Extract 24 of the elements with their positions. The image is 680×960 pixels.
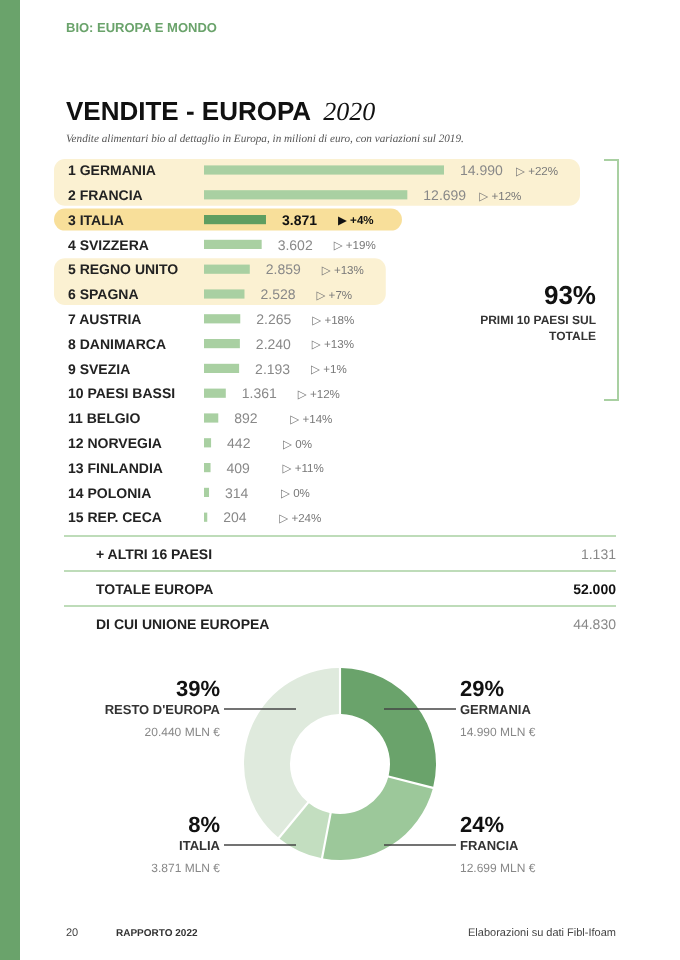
bar: [204, 190, 408, 200]
bar: [204, 363, 240, 373]
bar: [204, 413, 219, 423]
bar: [204, 264, 250, 274]
bar: [204, 314, 241, 324]
data-label: 8%: [188, 814, 221, 838]
bar: [204, 239, 262, 249]
bar: [204, 487, 210, 497]
bar: [204, 463, 211, 473]
donut-slice: [244, 668, 339, 838]
bar: [204, 388, 226, 398]
donut-slice: [279, 803, 330, 859]
bar: [204, 215, 266, 225]
text: 93%: [543, 280, 597, 310]
bar: [204, 165, 444, 175]
donut-slice: [341, 668, 436, 787]
donut-slice: [323, 777, 433, 860]
data-label: 29%: [460, 678, 505, 702]
chart-title: VENDITE - EUROPA 2020: [66, 96, 377, 126]
data-label: 39%: [175, 678, 221, 702]
data-label: 24%: [460, 814, 505, 838]
bar: [204, 339, 240, 349]
bar: [204, 438, 212, 448]
bar: [204, 289, 245, 299]
